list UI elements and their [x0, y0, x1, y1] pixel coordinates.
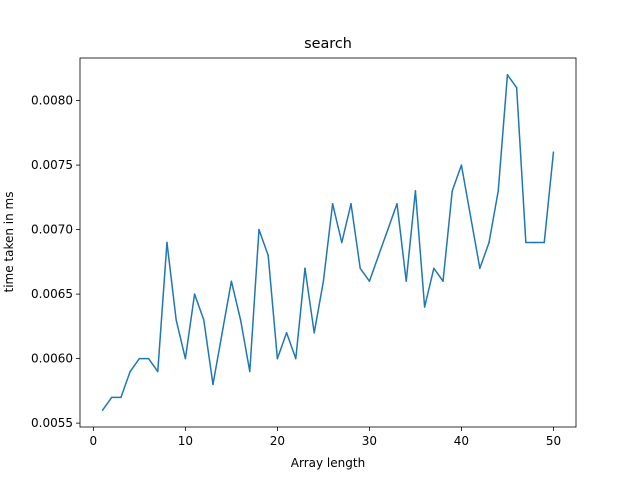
line-segment	[203, 319, 214, 386]
line-segment	[515, 86, 527, 244]
line-segment	[295, 267, 306, 360]
line-segment	[120, 370, 131, 399]
line-segment	[423, 267, 435, 308]
line-segment	[442, 190, 453, 282]
line-segment	[331, 203, 343, 244]
line-segment	[166, 241, 177, 321]
line-segment	[322, 203, 334, 282]
line-segment	[249, 228, 260, 373]
line-segment	[506, 74, 518, 89]
y-tick-label: 0.0080	[31, 94, 73, 108]
line-segment	[304, 267, 315, 334]
line-segment	[479, 241, 490, 270]
line-segment	[258, 228, 269, 257]
x-tick-label: 20	[270, 434, 285, 448]
line-segment	[157, 241, 168, 373]
y-axis-label: time taken in ms	[2, 191, 16, 292]
plot-frame	[79, 57, 577, 428]
x-axis-label: Array length	[291, 456, 365, 470]
line-segment	[460, 164, 472, 218]
line-segment	[341, 203, 352, 244]
line-segment	[350, 203, 361, 270]
line-segment	[239, 319, 251, 373]
line-segment	[368, 254, 380, 282]
x-tick-label: 40	[454, 434, 469, 448]
y-tick-label: 0.0070	[31, 223, 73, 237]
line-segment	[451, 164, 463, 192]
line-segment	[212, 332, 223, 386]
line-segment	[414, 190, 426, 308]
line-segment	[221, 280, 233, 334]
line-segment	[175, 319, 187, 360]
x-tick-label: 30	[362, 434, 377, 448]
line-segment	[497, 74, 509, 192]
line-segment	[276, 332, 288, 360]
line-segment	[193, 293, 205, 321]
line-segment	[285, 332, 297, 360]
line-segment	[184, 293, 196, 360]
line-segment	[129, 357, 141, 373]
line-segment	[377, 228, 389, 257]
line-segment	[396, 203, 407, 282]
line-segment	[387, 203, 398, 231]
line-segment	[469, 215, 481, 270]
line-segment	[230, 280, 242, 321]
line-segment	[313, 280, 325, 334]
x-tick-label: 50	[546, 434, 561, 448]
line-segment	[267, 254, 279, 360]
line-segment	[101, 396, 113, 411]
line-segment	[433, 267, 444, 282]
line-segment	[488, 190, 499, 244]
x-tick-label: 10	[178, 434, 193, 448]
x-tick-label: 0	[90, 434, 98, 448]
line-segment	[543, 151, 555, 244]
line-segment	[405, 190, 417, 282]
y-tick-label: 0.0055	[31, 416, 73, 430]
line-segment	[359, 267, 371, 282]
line-segment	[147, 357, 159, 373]
chart-title: search	[304, 36, 352, 52]
y-tick-label: 0.0060	[31, 352, 73, 366]
y-tick-label: 0.0065	[31, 287, 73, 301]
y-tick-label: 0.0075	[31, 158, 73, 172]
